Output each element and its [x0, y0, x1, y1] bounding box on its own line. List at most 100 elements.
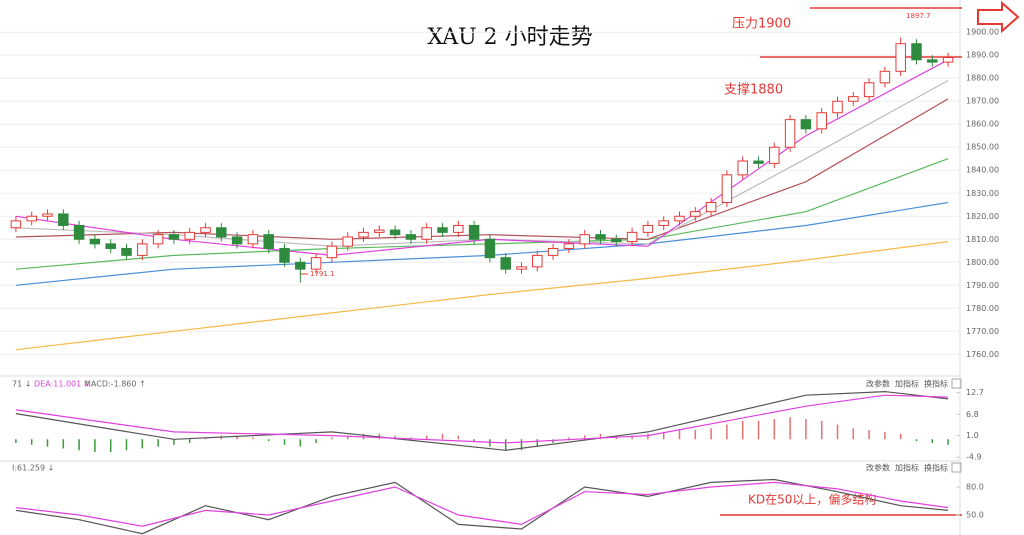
- candle-body: [800, 119, 812, 130]
- button[interactable]: 加指标: [895, 463, 919, 473]
- y-tick-label: 1790.00: [966, 281, 999, 290]
- histogram-bar: [805, 419, 807, 440]
- candle-body: [595, 234, 606, 240]
- candle-body: [690, 211, 701, 217]
- candle-body: [374, 229, 385, 233]
- histogram-bar: [773, 419, 776, 440]
- histogram-bar: [710, 428, 712, 440]
- histogram-bar: [899, 433, 902, 440]
- candle-body: [10, 220, 22, 229]
- candle-body: [389, 229, 401, 236]
- histogram-bar: [552, 439, 554, 443]
- y-tick-label: 50.0: [966, 511, 984, 520]
- candle-body: [295, 261, 306, 270]
- support-label: 支撑1880: [724, 83, 783, 98]
- histogram-bar: [473, 439, 475, 442]
- histogram-bar: [568, 437, 570, 440]
- candle-body: [832, 100, 843, 114]
- low-label: 1791.1: [310, 270, 335, 278]
- histogram-bar: [46, 439, 49, 447]
- candle-body: [816, 112, 827, 130]
- macd-header: 71 ↓ DEA:11.001 ↓ MACD:-1.860 ↑: [12, 380, 146, 389]
- candle-body: [216, 227, 227, 238]
- candle-body: [532, 254, 543, 268]
- candle-body: [137, 243, 148, 256]
- y-tick-label: 1840.00: [966, 166, 999, 175]
- histogram-bar: [583, 435, 586, 440]
- button[interactable]: 换指标: [924, 379, 948, 389]
- button[interactable]: 换指标: [924, 463, 948, 473]
- indicator-line: [15, 478, 949, 535]
- candle-body: [326, 245, 338, 259]
- candle-body: [468, 224, 480, 240]
- histogram-bar: [267, 439, 270, 442]
- histogram-bar: [157, 439, 159, 447]
- histogram-bar: [820, 420, 823, 440]
- button[interactable]: 改参数: [866, 379, 890, 389]
- candle-body: [784, 119, 796, 148]
- histogram-bar: [536, 439, 539, 447]
- y-tick-label: 1900.00: [966, 28, 999, 37]
- histogram-bar: [141, 439, 144, 449]
- histogram-bar: [441, 433, 444, 440]
- indicator-line: [15, 79, 949, 247]
- candle-body: [200, 227, 211, 233]
- candle-body: [753, 160, 764, 164]
- kd-header-text: I:61.259 ↓: [12, 464, 54, 473]
- histogram-bar: [489, 439, 491, 447]
- button[interactable]: 改参数: [866, 463, 890, 473]
- y-tick-label: 1830.00: [966, 189, 999, 198]
- histogram-bar: [520, 439, 523, 451]
- close-button[interactable]: [951, 378, 962, 389]
- histogram-bar: [78, 439, 80, 451]
- candle-body: [168, 234, 180, 240]
- histogram-bar: [631, 435, 633, 440]
- histogram-bar: [647, 433, 649, 440]
- candle-body: [579, 234, 590, 245]
- candle-body: [658, 220, 669, 226]
- candle-body: [421, 227, 432, 240]
- histogram-bar: [678, 430, 681, 440]
- macd-header-text: 71 ↓: [12, 380, 31, 389]
- candle-body: [547, 247, 559, 256]
- histogram-bar: [125, 439, 128, 451]
- histogram-bar: [15, 439, 17, 443]
- y-tick-label: 1770.00: [966, 327, 999, 336]
- candle-body: [121, 247, 132, 256]
- histogram-bar: [741, 420, 744, 440]
- candle-body: [105, 243, 116, 249]
- candle-body: [58, 213, 69, 226]
- candle-body: [895, 43, 906, 72]
- candle-body: [927, 59, 938, 63]
- resistance-label: 压力1900: [732, 17, 791, 32]
- histogram-bar: [836, 424, 839, 440]
- candle-body: [358, 231, 369, 238]
- y-tick-label: 1810.00: [966, 235, 999, 244]
- histogram-bar: [236, 435, 238, 440]
- candle-body: [911, 43, 922, 61]
- y-tick-label: -4.9: [966, 453, 982, 462]
- y-tick-label: 80.0: [966, 483, 984, 492]
- candle-body: [437, 227, 448, 233]
- macd-header-text: MACD:-1.860 ↑: [84, 380, 146, 389]
- histogram-bar: [789, 417, 791, 440]
- candle-body: [453, 224, 464, 233]
- candle-body: [879, 70, 891, 84]
- candle-body: [500, 257, 511, 270]
- close-button[interactable]: [951, 462, 962, 473]
- candle-body: [73, 224, 85, 240]
- candle-body: [152, 234, 164, 245]
- histogram-bar: [504, 439, 507, 451]
- candle-body: [484, 238, 496, 259]
- histogram-bar: [109, 439, 112, 453]
- button[interactable]: 加指标: [895, 379, 919, 389]
- candle-body: [42, 213, 53, 217]
- histogram-bar: [283, 439, 286, 445]
- histogram-bar: [852, 428, 855, 440]
- indicator-line: [15, 481, 949, 527]
- histogram-bar: [94, 439, 96, 453]
- high-label: 1897.7: [906, 12, 931, 20]
- candle-body: [721, 174, 733, 203]
- histogram-bar: [394, 435, 396, 440]
- histogram-bar: [188, 439, 191, 443]
